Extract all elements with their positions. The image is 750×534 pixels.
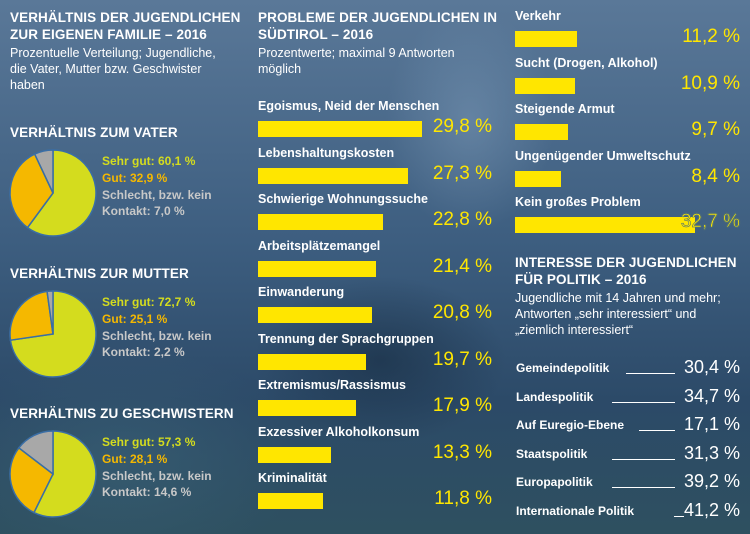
bar-category-label: Lebenshaltungskosten <box>258 145 395 160</box>
bar-category-label: Kein großes Problem <box>515 195 641 209</box>
bar-category-label: Sucht (Drogen, Alkohol) <box>515 55 658 70</box>
bar <box>515 124 569 140</box>
bar-category-label: Kriminalität <box>258 471 327 485</box>
bar <box>258 446 332 463</box>
pie-chart <box>9 290 97 378</box>
bar-category-label: Trennung der Sprachgruppen <box>258 331 434 346</box>
politik-label: Staatspolitik <box>516 446 588 461</box>
bar-category-label: Schwierige Wohnungssuche <box>258 192 428 206</box>
politik-leader-line <box>611 458 675 460</box>
bar-value-label: 10,9 % <box>680 72 740 94</box>
bar-value-label: 29,8 % <box>432 116 492 137</box>
pie-legend-label: Sehr gut: 60,1 % <box>102 154 196 168</box>
pie-legend-label: Schlecht, bzw. kein Kontakt: 14,6 % <box>102 469 212 499</box>
pie-title: VERHÄLTNIS ZU GESCHWISTERN <box>10 406 234 421</box>
bar <box>258 353 367 370</box>
pie-slice <box>26 149 97 237</box>
bar-value-label: 19,7 % <box>432 348 492 370</box>
politik-value: 39,2 % <box>683 471 740 492</box>
politik-leader-line <box>611 487 675 489</box>
bar-category-label: Verkehr <box>515 9 561 23</box>
politik-leader-line <box>611 401 675 403</box>
family-title: VERHÄLTNIS DER JUGENDLICHEN ZUR EIGENEN … <box>10 10 241 42</box>
politik-label: Europapolitik <box>516 475 593 490</box>
family-subtitle: Prozentuelle Verteilung; Jugendliche, di… <box>10 46 216 92</box>
pie-slice <box>9 446 54 514</box>
bar <box>258 400 357 416</box>
bar-value-label: 22,8 % <box>432 209 492 230</box>
bar-category-label: Arbeitsplätzemangel <box>258 238 381 253</box>
pie-chart <box>9 430 97 518</box>
bar <box>515 170 562 187</box>
bar <box>515 31 577 47</box>
pie-legend-label: Gut: 32,9 % <box>102 171 168 185</box>
bar-value-label: 32,7 % <box>680 211 741 233</box>
bar-value-label: 11,2 % <box>682 26 740 47</box>
pie-slice <box>9 153 54 229</box>
bar <box>258 121 422 137</box>
bar-category-label: Egoismus, Neid der Menschen <box>258 99 440 113</box>
pie-slice <box>46 290 54 335</box>
pie-legend-label: Gut: 28,1 % <box>102 452 168 466</box>
pie-slice <box>9 290 54 342</box>
bar-value-label: 13,3 % <box>432 441 492 463</box>
bar-category-label: Exzessiver Alkoholkonsum <box>258 424 420 439</box>
bar-category-label: Steigende Armut <box>515 102 615 116</box>
bar-value-label: 11,8 % <box>434 488 492 509</box>
pie-legend-label: Gut: 25,1 % <box>102 312 168 326</box>
pie-chart <box>9 149 97 237</box>
pie-slice <box>17 430 54 476</box>
bar-value-label: 20,8 % <box>432 302 492 323</box>
bar <box>258 214 384 230</box>
pie-slice <box>33 149 54 194</box>
pie-title: VERHÄLTNIS ZUR MUTTER <box>10 266 189 281</box>
pie-slice <box>32 430 97 518</box>
bar-value-label: 27,3 % <box>432 162 492 184</box>
pie-legend-label: Schlecht, bzw. kein Kontakt: 2,2 % <box>102 329 212 359</box>
politik-subtitle: Jugendliche mit 14 Jahren und mehr; Antw… <box>515 291 721 337</box>
bar-category-label: Extremismus/Rassismus <box>258 378 406 392</box>
bar <box>258 167 409 184</box>
politik-leader-line <box>625 373 675 374</box>
politik-label: Auf Euregio-Ebene <box>516 418 625 433</box>
bar-category-label: Ungenügender Umweltschutz <box>515 148 691 163</box>
pie-legend-label: Sehr gut: 57,3 % <box>102 435 196 449</box>
pie-legend-label: Schlecht, bzw. kein Kontakt: 7,0 % <box>102 188 212 218</box>
politik-value: 31,3 % <box>683 442 740 463</box>
bar-value-label: 8,4 % <box>691 165 740 187</box>
bar <box>258 260 376 277</box>
politik-title: INTERESSE DER JUGENDLICHEN FÜR POLITIK –… <box>515 255 737 287</box>
pie-legend-label: Sehr gut: 72,7 % <box>102 295 196 309</box>
politik-value: 34,7 % <box>683 385 740 406</box>
politik-value: 41,2 % <box>683 500 740 520</box>
problems-subtitle: Prozentwerte; maximal 9 Antworten möglic… <box>258 46 455 76</box>
bar <box>258 493 323 509</box>
politik-label: Internationale Politik <box>516 504 635 518</box>
bar-category-label: Einwanderung <box>258 285 345 299</box>
politik-value: 17,1 % <box>683 414 740 435</box>
bar <box>515 77 575 94</box>
politik-label: Landespolitik <box>516 389 594 404</box>
bar-value-label: 17,9 % <box>432 395 492 416</box>
bar-value-label: 21,4 % <box>432 255 492 277</box>
politik-leader-line <box>673 516 684 517</box>
politik-value: 30,4 % <box>683 357 740 377</box>
problems-title: PROBLEME DER JUGENDLICHEN IN SÜDTIROL – … <box>258 10 498 42</box>
bar-value-label: 9,7 % <box>691 119 740 140</box>
bar <box>258 307 373 323</box>
politik-label: Gemeindepolitik <box>516 361 610 375</box>
bar <box>515 217 695 233</box>
politik-leader-line <box>639 430 675 432</box>
pie-title: VERHÄLTNIS ZUM VATER <box>10 125 178 140</box>
